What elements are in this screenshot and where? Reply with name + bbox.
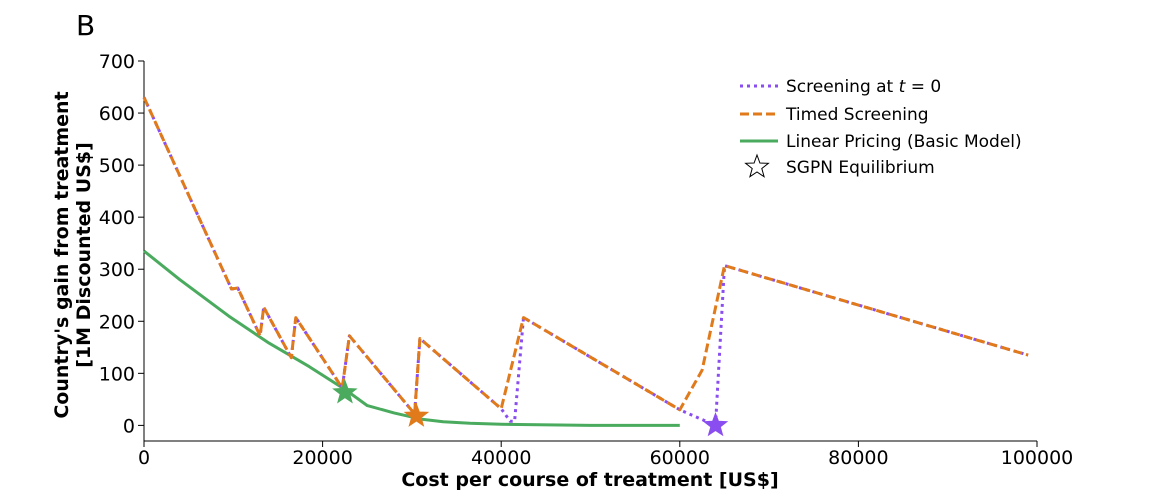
equilibrium-star-icon [403,402,430,427]
y-tick-label: 700 [99,51,135,73]
y-tick-label: 0 [123,415,135,437]
x-tick-label: 20000 [292,447,352,469]
equilibrium-markers [332,379,729,437]
plot-area: 0 20000 40000 60000 80000 100000 0 100 200 300 40… [99,51,1074,469]
y-tick-label: 200 [99,311,135,333]
legend-star-icon [744,153,770,178]
x-axis-title: Cost per course of treatment [US$] [401,469,778,491]
x-tick-label: 0 [138,447,150,469]
y-axis-title-line1: Country's gain from treatment [51,91,73,418]
x-tick-label: 100000 [1001,447,1074,469]
legend-label-timed-screening: Timed Screening [785,105,929,125]
y-tick-label: 500 [99,155,135,177]
x-tick-label: 40000 [471,447,531,469]
y-axis-title-line2: [1M Discounted US$] [73,142,95,368]
y-tick-label: 100 [99,363,135,385]
x-ticks: 0 20000 40000 60000 80000 100000 [138,441,1073,469]
equilibrium-star-icon [332,379,358,404]
panel-label: B [76,9,95,42]
y-ticks: 0 100 200 300 400 500 600 700 [99,51,144,437]
legend: Screening at t = 0 Timed Screening Linea… [740,77,1022,178]
equilibrium-star-icon [702,411,729,437]
y-tick-label: 600 [99,103,135,125]
x-tick-label: 60000 [650,447,710,469]
y-tick-label: 400 [99,207,135,229]
x-tick-label: 80000 [828,447,888,469]
legend-star-shape [744,153,770,178]
series-line-linear-pricing [143,249,680,427]
legend-label-sgpn-equilibrium: SGPN Equilibrium [786,158,935,178]
series-line-timed-screening [142,96,1029,416]
y-tick-label: 300 [99,259,135,281]
series-layer [142,96,1029,427]
legend-label-linear-pricing: Linear Pricing (Basic Model) [786,132,1022,152]
legend-label-screening-t0: Screening at t = 0 [786,77,941,97]
